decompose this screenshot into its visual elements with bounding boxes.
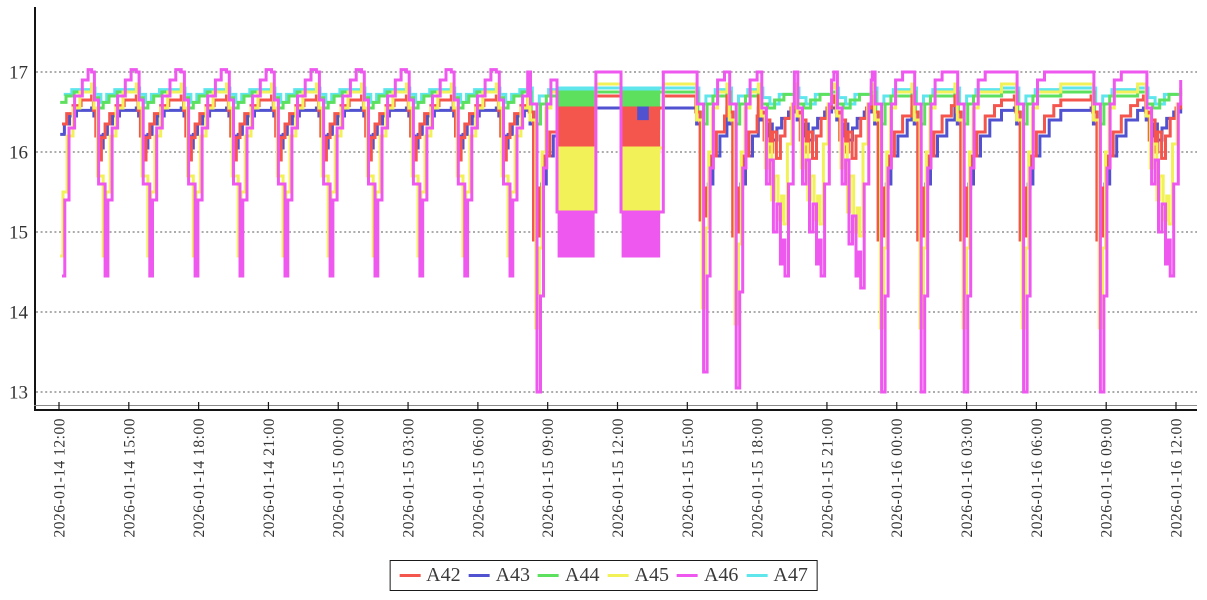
y-tick-label: 15	[9, 223, 28, 244]
legend-swatch-A43	[468, 573, 490, 578]
x-tick-label: 2026-01-15 06:00	[470, 418, 487, 538]
legend-item-A42: A42	[399, 564, 461, 587]
x-tick-label: 2026-01-14 15:00	[121, 418, 138, 538]
legend-label-A45: A45	[634, 564, 669, 586]
legend-label-A44: A44	[565, 564, 600, 586]
legend-swatch-A46	[676, 573, 698, 578]
legend-label-A43: A43	[495, 564, 531, 586]
x-tick-label: 2026-01-15 12:00	[610, 418, 627, 538]
y-tick-label: 14	[9, 303, 29, 324]
y-tick-label: 16	[9, 143, 28, 164]
legend-label-A42: A42	[426, 564, 461, 586]
y-tick-label: 17	[9, 63, 28, 84]
x-tick-label: 2026-01-14 21:00	[261, 418, 278, 538]
x-tick-label: 2026-01-14 12:00	[52, 418, 69, 538]
legend-swatch-A42	[399, 573, 421, 578]
x-tick-label: 2026-01-15 21:00	[819, 418, 836, 538]
legend-label-A46: A46	[703, 564, 739, 586]
x-tick-label: 2026-01-16 03:00	[959, 418, 976, 538]
x-tick-label: 2026-01-15 15:00	[680, 418, 697, 538]
x-tick-label: 2026-01-15 18:00	[750, 418, 767, 538]
x-tick-label: 2026-01-14 18:00	[191, 418, 208, 538]
x-tick-label: 2026-01-15 00:00	[331, 418, 348, 538]
legend-label-A47: A47	[773, 564, 808, 586]
legend-swatch-A47	[746, 573, 768, 578]
x-tick-label: 2026-01-15 03:00	[401, 418, 418, 538]
legend-item-A46: A46	[676, 564, 739, 587]
x-tick-label: 2026-01-16 06:00	[1029, 418, 1046, 538]
legend: A42 A43 A44 A45 A46 A47	[389, 560, 818, 591]
legend-swatch-A45	[607, 573, 629, 578]
legend-item-A44: A44	[538, 564, 600, 587]
x-tick-label: 2026-01-15 09:00	[540, 418, 557, 538]
legend-swatch-A44	[538, 573, 560, 578]
y-tick-label: 13	[9, 383, 28, 404]
legend-item-A47: A47	[746, 564, 808, 587]
x-tick-label: 2026-01-16 09:00	[1099, 418, 1116, 538]
x-tick-label: 2026-01-16 12:00	[1168, 418, 1185, 538]
legend-item-A45: A45	[607, 564, 669, 587]
legend-item-A43: A43	[468, 564, 531, 587]
series-A46-line	[62, 68, 1183, 394]
x-tick-label: 2026-01-16 00:00	[889, 418, 906, 538]
